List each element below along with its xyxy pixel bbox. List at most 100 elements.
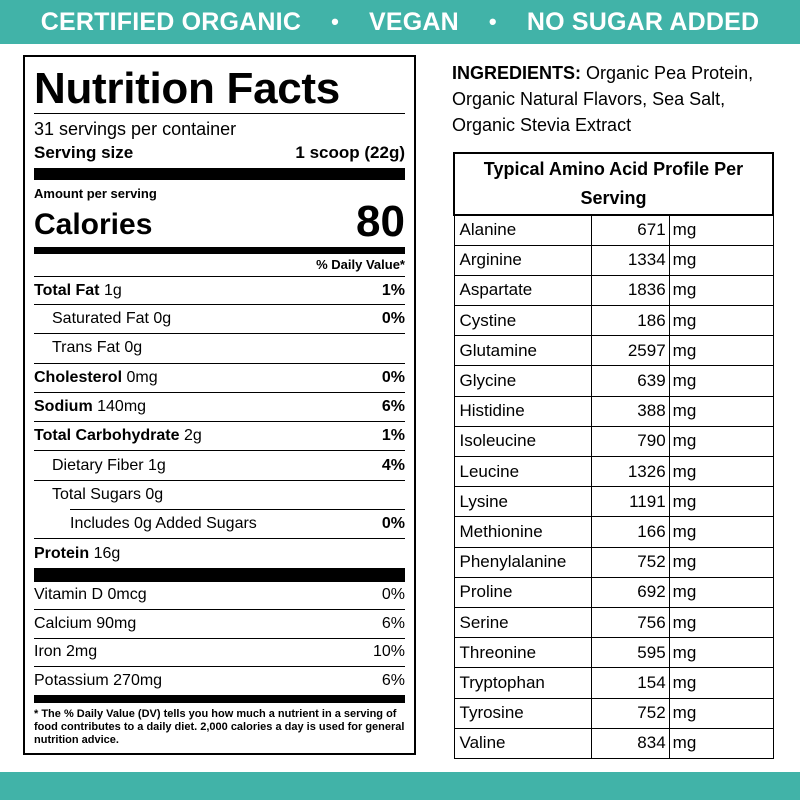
amino-value: 166 [591, 516, 670, 548]
calories-value: 80 [356, 197, 405, 246]
daily-value-footnote: * The % Daily Value (DV) tells you how m… [34, 707, 405, 746]
amino-unit: mg [668, 637, 774, 669]
nutrient-label: Total Carbohydrate [34, 427, 180, 445]
amino-row: Phenylalanine 752 mg [453, 546, 774, 578]
banner-item-no-sugar: NO SUGAR ADDED [526, 7, 760, 36]
nutrient-row-total-sugars: Total Sugars 0g [34, 481, 405, 509]
vitamin-label: Potassium 270mg [34, 671, 163, 689]
amino-name: Valine [453, 727, 593, 759]
nutrient-row-sodium: Sodium 140mg 6% [34, 393, 405, 421]
calories-row: Calories 80 [34, 197, 405, 246]
divider [34, 479, 405, 481]
amino-name: Histidine [453, 395, 593, 427]
nutrient-label: Saturated Fat 0g [52, 310, 172, 328]
amino-name: Arginine [453, 244, 593, 276]
amino-value: 752 [591, 697, 670, 729]
nutrient-amount: 0mg [126, 368, 158, 386]
nutrient-label: Includes 0g Added Sugars [70, 515, 257, 533]
nutrition-facts-title: Nutrition Facts [34, 64, 340, 113]
divider [34, 362, 405, 364]
amino-unit: mg [668, 606, 774, 639]
nutrient-amount: 2g [183, 427, 202, 445]
nutrient-dv: 0% [381, 368, 405, 386]
amino-row: Threonine 595 mg [453, 637, 774, 669]
divider-medium [34, 247, 405, 254]
nutrient-label: Cholesterol [34, 368, 123, 386]
nutrient-label: Dietary Fiber 1g [52, 456, 166, 474]
amino-name: Aspartate [453, 274, 593, 307]
amino-unit: mg [668, 727, 774, 759]
bottom-bar [0, 772, 800, 800]
amino-row: Proline 692 mg [453, 576, 774, 608]
amino-row: Glutamine 2597 mg [453, 335, 774, 367]
amino-name: Glycine [453, 365, 593, 397]
amino-table-title: Typical Amino Acid Profile Per Serving [453, 152, 774, 216]
amino-unit: mg [668, 516, 774, 548]
amino-name: Proline [453, 576, 593, 608]
amino-unit: mg [668, 486, 774, 518]
divider-thick [34, 694, 405, 703]
nutrient-amount: 1g [103, 281, 122, 299]
amino-unit: mg [668, 667, 774, 699]
nutrient-amount: 140mg [97, 398, 147, 416]
amino-unit: mg [668, 244, 774, 276]
amino-name: Lysine [453, 486, 593, 518]
amino-row: Leucine 1326 mg [453, 455, 774, 488]
vitamin-label: Calcium 90mg [34, 614, 137, 632]
amino-value: 1836 [591, 274, 670, 307]
amino-value: 790 [591, 425, 670, 458]
nutrient-label: Protein [34, 544, 90, 562]
amino-row: Serine 756 mg [453, 606, 774, 639]
amino-row: Tyrosine 752 mg [453, 697, 774, 729]
amino-unit: mg [668, 697, 774, 729]
nutrient-row-trans-fat: Trans Fat 0g [34, 334, 405, 362]
amino-name: Tryptophan [453, 667, 593, 699]
amino-value: 671 [591, 214, 670, 246]
amino-row: Arginine 1334 mg [453, 244, 774, 276]
nutrient-row-total-carbohydrate: Total Carbohydrate 2g 1% [34, 422, 405, 450]
serving-size-value: 1 scoop (22g) [295, 143, 405, 162]
amino-value: 756 [591, 606, 670, 639]
nutrient-dv: 0% [381, 310, 405, 328]
amino-name: Cystine [453, 305, 593, 337]
amino-unit: mg [668, 425, 774, 458]
nutrient-row-cholesterol: Cholesterol 0mg 0% [34, 364, 405, 392]
amino-value: 639 [591, 365, 670, 397]
amino-value: 1326 [591, 455, 670, 488]
banner-item-organic: CERTIFIED ORGANIC [40, 7, 302, 36]
amino-name: Glutamine [453, 335, 593, 367]
amino-unit: mg [668, 305, 774, 337]
vitamin-label: Vitamin D 0mcg [34, 586, 147, 604]
amino-value: 1334 [591, 244, 670, 276]
vitamin-row-iron: Iron 2mg 10% [34, 639, 405, 667]
divider [34, 538, 405, 540]
nutrient-row-added-sugars: Includes 0g Added Sugars 0% [34, 510, 405, 538]
amino-row: Lysine 1191 mg [453, 486, 774, 518]
nutrient-row-saturated-fat: Saturated Fat 0g 0% [34, 305, 405, 333]
divider [34, 304, 405, 305]
divider [34, 637, 405, 639]
serving-size-row: Serving size 1 scoop (22g) [34, 142, 405, 168]
amino-table-body: Alanine 671 mg Arginine 1334 mg Aspartate 1836 m… [453, 214, 774, 759]
nutrient-label: Sodium [34, 398, 93, 416]
divider [70, 509, 405, 511]
amino-unit: mg [668, 335, 774, 367]
amino-row: Histidine 388 mg [453, 395, 774, 427]
amino-name: Alanine [453, 214, 593, 246]
amino-value: 834 [591, 727, 670, 759]
divider [34, 450, 405, 452]
divider [34, 666, 405, 668]
vitamin-label: Iron 2mg [34, 643, 98, 661]
amino-unit: mg [668, 365, 774, 397]
nutrient-row-total-fat: Total Fat 1g 1% [34, 277, 405, 304]
amino-name: Tyrosine [453, 697, 593, 729]
amino-value: 186 [591, 305, 670, 337]
vitamin-row-vitamin-d: Vitamin D 0mcg 0% [34, 582, 405, 610]
divider [34, 113, 405, 114]
amino-row: Aspartate 1836 mg [453, 274, 774, 307]
divider [34, 609, 405, 611]
ingredients-label: INGREDIENTS: [452, 63, 582, 83]
nutrient-label: Total Fat [34, 281, 100, 299]
divider [34, 333, 405, 335]
nutrition-facts-panel: Nutrition Facts 31 servings per containe… [23, 55, 416, 755]
